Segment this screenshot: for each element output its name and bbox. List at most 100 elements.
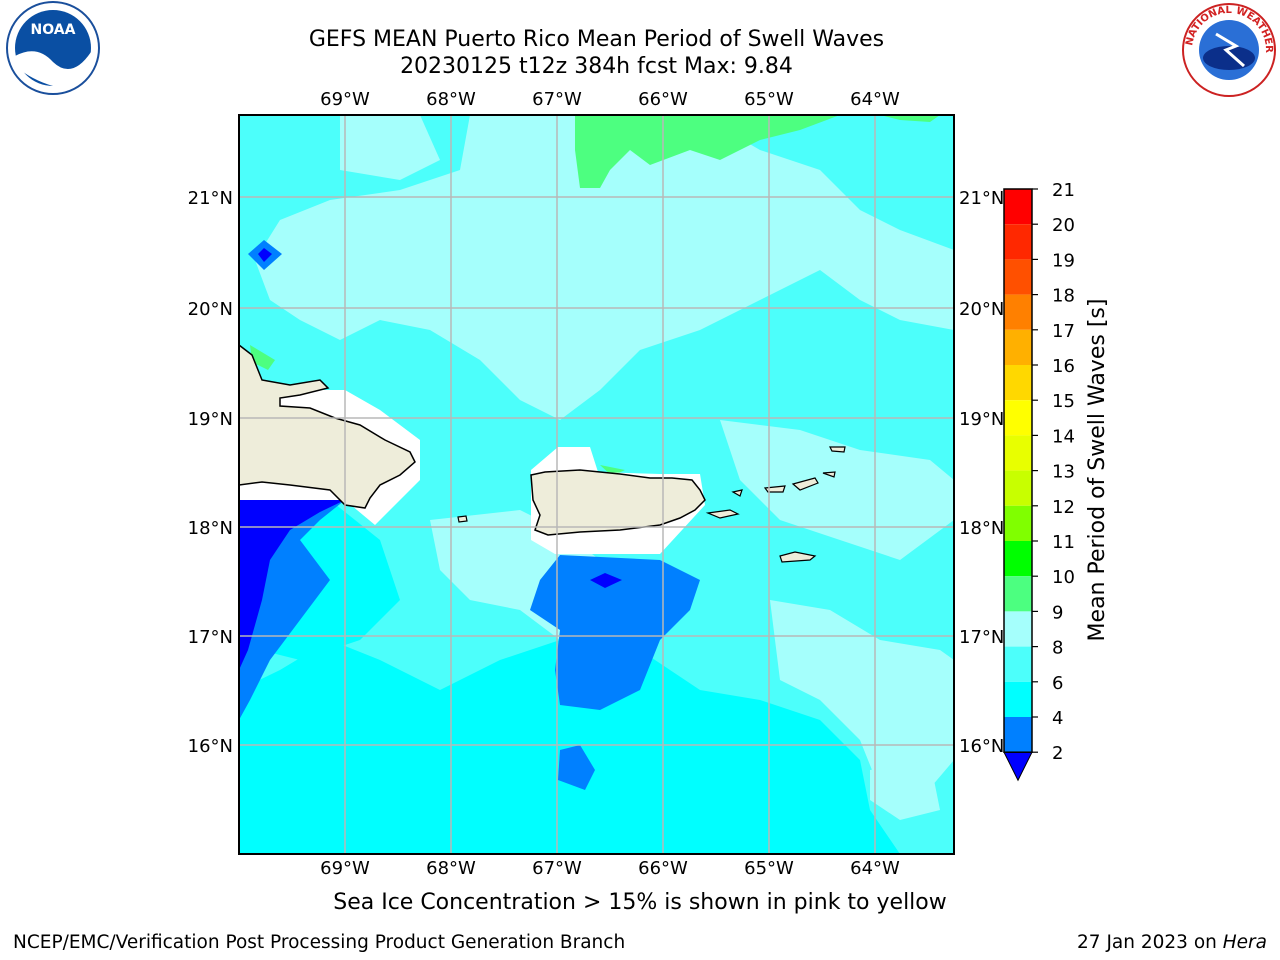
- land-anegada: [829, 446, 846, 453]
- contour-light-northwest: [340, 115, 440, 180]
- lon-label-top: 68°W: [426, 89, 476, 110]
- lon-label-top: 65°W: [744, 89, 794, 110]
- colorbar-tick-label: 17: [1052, 321, 1075, 342]
- land-mona: [457, 515, 468, 523]
- contour-light-east: [720, 420, 954, 560]
- colorbar-tick-label: 11: [1052, 532, 1075, 553]
- colorbar-swatch: [1004, 294, 1032, 330]
- colorbar-swatch: [1004, 576, 1032, 612]
- chart-title: GEFS MEAN Puerto Rico Mean Period of Swe…: [308, 27, 885, 52]
- colorbar-swatch: [1004, 224, 1032, 260]
- lon-label-top: 66°W: [638, 89, 688, 110]
- chart-subtitle: 20230125 t12z 384h fcst Max: 9.84: [400, 54, 793, 79]
- colorbar-tick-label: 12: [1052, 497, 1075, 518]
- colorbar-swatch: [1004, 646, 1032, 682]
- lat-label-right: 20°N: [959, 299, 1004, 320]
- contour-light-south: [870, 760, 940, 820]
- lon-label-bottom: 65°W: [744, 858, 794, 879]
- land-puerto-rico: [530, 469, 706, 536]
- colorbar-swatch: [1004, 717, 1032, 753]
- colorbar-tick-label: 18: [1052, 286, 1075, 307]
- lat-label-left: 20°N: [188, 299, 233, 320]
- contour-deep-point: [258, 248, 272, 262]
- contour-light-north: [255, 115, 954, 420]
- contour-deep-west: [239, 500, 345, 670]
- colorbar-tick-label: 14: [1052, 426, 1075, 447]
- lat-label-right: 16°N: [959, 736, 1004, 757]
- colorbar-tick-label: 21: [1052, 180, 1075, 201]
- colorbar: 21 20 19 18 17 16 15 14 13 12 11 10 9 8 6 4 2: [1003, 180, 1075, 782]
- map-panel: 69°W 68°W 67°W 66°W 65°W 64°W 69°W 68°W 67°W 66°…: [188, 89, 1110, 879]
- longitude-labels-bottom: 69°W 68°W 67°W 66°W 65°W 64°W: [320, 858, 900, 879]
- colorbar-swatch: [1004, 400, 1032, 436]
- footer-machine: Hera: [1222, 932, 1267, 953]
- land-st-thomas: [763, 485, 786, 493]
- colorbar-label: Mean Period of Swell Waves [s]: [1085, 299, 1110, 642]
- contour-green-pr: [600, 465, 625, 476]
- colorbar-tick-label: 15: [1052, 391, 1075, 412]
- colorbar-swatch: [1004, 259, 1032, 295]
- colorbar-swatch: [1004, 435, 1032, 471]
- lat-label-left: 16°N: [188, 736, 233, 757]
- land-culebra: [731, 489, 743, 497]
- latitude-labels-left: 21°N 20°N 19°N 18°N 17°N 16°N: [188, 188, 233, 757]
- contour-field: [239, 115, 954, 854]
- colorbar-tick-label: 2: [1052, 743, 1063, 764]
- lat-label-left: 19°N: [188, 409, 233, 430]
- footer-date-text: 27 Jan 2023 on: [1077, 932, 1223, 953]
- contour-deep-center: [590, 573, 622, 588]
- lon-label-top: 64°W: [850, 89, 900, 110]
- contour-blue-center: [530, 555, 700, 710]
- lon-label-top: 69°W: [320, 89, 370, 110]
- colorbar-tick-label: 13: [1052, 462, 1075, 483]
- colorbar-swatch: [1004, 611, 1032, 647]
- contour-cyan-south: [239, 640, 900, 854]
- lat-label-left: 21°N: [188, 188, 233, 209]
- colorbar-tick-label: 10: [1052, 567, 1075, 588]
- lon-label-top: 67°W: [532, 89, 582, 110]
- latitude-labels-right: 21°N 20°N 19°N 18°N 17°N 16°N: [959, 188, 1004, 757]
- footer-date: 27 Jan 2023 on Hera: [1077, 932, 1267, 953]
- longitude-labels-top: 69°W 68°W 67°W 66°W 65°W 64°W: [320, 89, 900, 110]
- land-hispaniola: [239, 344, 416, 509]
- nws-logo-icon: NATIONAL WEATHER SERVICE: [1178, 0, 1276, 97]
- land-st-croix: [779, 551, 817, 563]
- colorbar-swatch: [1004, 365, 1032, 401]
- lat-label-left: 18°N: [188, 518, 233, 539]
- colorbar-extend-triangle: [1003, 751, 1033, 782]
- lon-label-bottom: 68°W: [426, 858, 476, 879]
- colorbar-swatch: [1004, 541, 1032, 577]
- land-vieques: [705, 509, 740, 519]
- lon-label-bottom: 66°W: [638, 858, 688, 879]
- gridlines: [239, 115, 954, 854]
- colorbar-tick-label: 6: [1052, 673, 1063, 694]
- colorbar-tick-label: 19: [1052, 250, 1075, 271]
- footer-credit: NCEP/EMC/Verification Post Processing Pr…: [13, 932, 626, 953]
- contour-blue-south: [558, 745, 595, 790]
- colorbar-swatch: [1004, 470, 1032, 506]
- lat-label-right: 17°N: [959, 627, 1004, 648]
- noaa-logo-text: NOAA: [31, 22, 76, 38]
- contour-green-ne: [880, 115, 940, 122]
- lon-label-bottom: 64°W: [850, 858, 900, 879]
- lat-label-right: 21°N: [959, 188, 1004, 209]
- lon-label-bottom: 67°W: [532, 858, 582, 879]
- colorbar-swatch: [1004, 505, 1032, 541]
- sea-ice-caption: Sea Ice Concentration > 15% is shown in …: [333, 890, 947, 915]
- colorbar-swatch: [1004, 681, 1032, 717]
- colorbar-tick-label: 4: [1052, 708, 1063, 729]
- lon-label-bottom: 69°W: [320, 858, 370, 879]
- colorbar-tick-label: 9: [1052, 602, 1063, 623]
- lat-label-right: 18°N: [959, 518, 1004, 539]
- lat-label-left: 17°N: [188, 627, 233, 648]
- colorbar-tick-label: 20: [1052, 215, 1075, 236]
- lat-label-right: 19°N: [959, 409, 1004, 430]
- colorbar-tick-label: 16: [1052, 356, 1075, 377]
- colorbar-swatch: [1004, 329, 1032, 365]
- land-virgin-gorda: [822, 471, 836, 478]
- contour-green-north: [575, 115, 840, 188]
- contour-light-southeast: [770, 600, 954, 800]
- colorbar-swatch: [1004, 189, 1032, 225]
- colorbar-tick-label: 8: [1052, 638, 1063, 659]
- land-bvi: [791, 477, 819, 491]
